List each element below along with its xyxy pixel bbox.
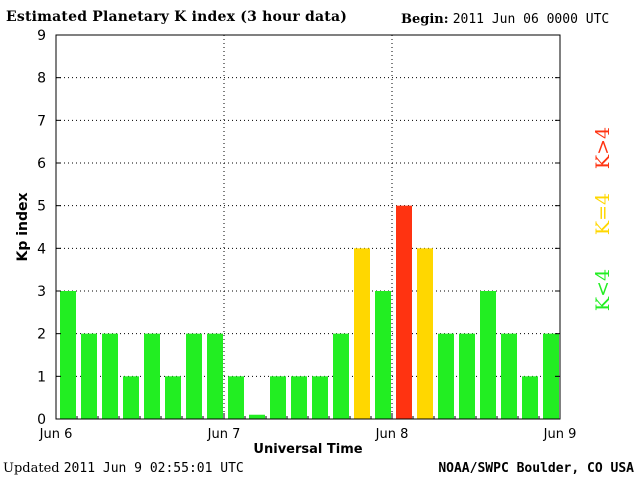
x-tick-label: Jun 7 [207,427,241,442]
y-tick-label: 8 [37,71,46,87]
kp-bar [501,333,517,419]
legend-low: K<4 [592,269,614,311]
y-tick-label: 5 [37,199,46,215]
kp-bar [354,248,370,419]
kp-bar [480,291,496,419]
y-tick-label: 0 [37,412,46,428]
y-tick-label: 1 [37,369,46,385]
y-tick-label: 9 [37,28,46,44]
data-source: NOAA/SWPC Boulder, CO USA [438,461,634,476]
y-tick-label: 6 [37,156,46,172]
kp-bar [396,205,412,419]
updated-value: 2011 Jun 9 02:55:01 UTC [63,461,244,476]
kp-bar [417,248,433,419]
begin-label: Begin: [401,12,449,27]
bar-series [60,205,559,419]
kp-bar [102,333,118,419]
kp-bar [312,376,328,419]
x-axis-label: Universal Time [253,442,362,457]
y-axis-label: Kp index [15,192,31,261]
begin-timestamp: Begin: 2011 Jun 06 0000 UTC [401,12,609,27]
x-tick-label: Jun 6 [39,427,73,442]
kp-bar [144,333,160,419]
kp-bar [543,333,559,419]
legend-eq: K=4 [592,193,614,235]
chart-title: Estimated Planetary K index (3 hour data… [6,9,348,25]
kp-bar [207,333,223,419]
kp-bar [228,376,244,419]
grid-lines [56,35,560,419]
updated-label: Updated [3,461,60,476]
kp-bar [186,333,202,419]
kp-bar [459,333,475,419]
kp-legend: K<4 K=4 K>4 [592,127,614,311]
updated-timestamp: Updated 2011 Jun 9 02:55:01 UTC [3,461,244,476]
kp-bar [333,333,349,419]
kp-bar [249,414,265,419]
y-tick-label: 3 [37,284,46,300]
axis-ticks: 0 1 2 3 4 5 6 7 8 9 Jun 6 Jun 7 Jun 8 Jun 9 [37,28,576,442]
kp-bar [60,291,76,419]
y-tick-label: 4 [37,241,46,257]
kp-bar [123,376,139,419]
kp-bar [291,376,307,419]
kp-bar [165,376,181,419]
legend-high: K>4 [592,127,614,169]
x-tick-label: Jun 8 [375,427,409,442]
y-tick-label: 2 [37,327,46,343]
x-tick-label: Jun 9 [543,427,577,442]
kp-bar [438,333,454,419]
kp-bar [81,333,97,419]
begin-value: 2011 Jun 06 0000 UTC [452,12,610,27]
y-tick-label: 7 [37,113,46,129]
kp-bar [270,376,286,419]
kp-bar [375,291,391,419]
kp-bar [522,376,538,419]
